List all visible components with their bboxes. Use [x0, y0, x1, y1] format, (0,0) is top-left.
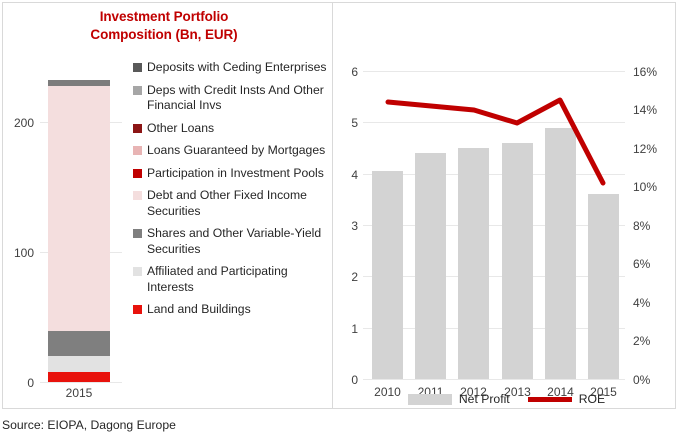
- legend-label: Shares and Other Variable-Yield Securiti…: [147, 226, 322, 256]
- y-left-tick-6: 6: [351, 65, 358, 79]
- legend-item-loans-guaranteed-by-mortgages[interactable]: Loans Guaranteed by Mortgages: [133, 143, 331, 159]
- bar-net-profit-2014[interactable]: [545, 128, 576, 379]
- legend-item-affiliated-and-participating-interests[interactable]: Affiliated and Participating Interests: [133, 264, 331, 295]
- bar-net-profit-2010[interactable]: [372, 171, 403, 379]
- legend-swatch-icon: [133, 267, 142, 276]
- gridline-2: [363, 276, 625, 277]
- legend-swatch-icon: [133, 63, 142, 72]
- y-right-tick-10: 10%: [633, 180, 658, 194]
- y-right-tick-12: 12%: [633, 142, 658, 156]
- legend-label: Land and Buildings: [147, 302, 251, 316]
- y-left-tick-2: 2: [351, 270, 358, 284]
- legend-bar-swatch-icon: [407, 393, 452, 405]
- legend-item-deposits-with-ceding-enterprises[interactable]: Deposits with Ceding Enterprises: [133, 60, 331, 76]
- legend-item-shares-and-other-variable-yield-securities[interactable]: Shares and Other Variable-Yield Securiti…: [133, 226, 331, 257]
- legend-label: ROE: [578, 392, 606, 406]
- legend-swatch-icon: [133, 168, 142, 178]
- bar-segment-affiliated-and-participating-interests[interactable]: [48, 356, 110, 372]
- legend-label: Deps with Credit Insts And Other Financi…: [147, 82, 324, 113]
- bar-net-profit-2011[interactable]: [415, 153, 446, 379]
- bar-net-profit-2012[interactable]: [458, 148, 489, 379]
- legend-item-participation-in-investment-pools[interactable]: Participation in Investment Pools: [133, 166, 331, 182]
- legend-item-land-and-buildings[interactable]: Land and Buildings: [133, 302, 331, 318]
- legend-swatch-icon: [133, 146, 142, 155]
- stacked-bar-2015[interactable]: [48, 80, 110, 382]
- legend-item-other-loans[interactable]: Other Loans: [133, 121, 331, 137]
- legend-swatch-icon: [133, 123, 142, 133]
- legend-item-roe[interactable]: ROE: [527, 392, 606, 406]
- gridline-0: [40, 382, 122, 383]
- investment-portfolio-chart: Investment Portfolio Composition (Bn, EU…: [0, 0, 332, 409]
- bar-net-profit-2015[interactable]: [588, 194, 619, 379]
- legend-item-deps-with-credit-insts[interactable]: Deps with Credit Insts And Other Financi…: [133, 83, 331, 114]
- x-tick-2012: 2012: [460, 385, 487, 399]
- left-chart-title: Investment Portfolio Composition (Bn, EU…: [14, 8, 314, 44]
- x-tick-2015: 2015: [65, 386, 93, 400]
- legend-line-swatch-icon: [527, 396, 572, 402]
- y-left-tick-5: 5: [351, 116, 358, 130]
- legend-swatch-icon: [133, 305, 142, 314]
- gridline-1: [363, 328, 625, 329]
- legend-swatch-icon: [133, 229, 142, 238]
- bar-segment-land-and-buildings[interactable]: [48, 372, 110, 382]
- bar-segment-shares-and-other-variable-yield-securities[interactable]: [48, 331, 110, 356]
- legend-swatch-icon: [133, 85, 142, 95]
- x-tick-2013: 2013: [504, 385, 531, 399]
- y-right-tick-6: 6%: [633, 257, 651, 271]
- legend-label: Loans Guaranteed by Mortgages: [147, 143, 326, 157]
- source-note: Source: EIOPA, Dagong Europe: [2, 418, 176, 432]
- right-chart-legend: Net Profit ROE: [333, 392, 680, 406]
- y-tick-200: 200: [13, 116, 34, 130]
- y-right-tick-0: 0%: [633, 373, 651, 387]
- legend-label: Other Loans: [147, 120, 215, 135]
- industry-net-profit-roe-chart: Industry Net Profit and ROE (Bn, EUR) 6 …: [333, 0, 680, 409]
- y-right-tick-4: 4%: [633, 296, 651, 310]
- legend-label: Debt and Other Fixed Income Securities: [147, 188, 307, 218]
- legend-swatch-icon: [133, 191, 142, 200]
- y-right-tick-2: 2%: [633, 334, 651, 348]
- legend-label: Affiliated and Participating Interests: [147, 264, 288, 294]
- left-chart-title-line2: Composition (Bn, EUR): [90, 27, 238, 42]
- legend-item-debt-and-other-fixed-income-securities[interactable]: Debt and Other Fixed Income Securities: [133, 188, 331, 219]
- x-tick-2014: 2014: [547, 385, 574, 399]
- gridline-5: [363, 122, 625, 123]
- y-right-tick-16: 16%: [633, 65, 658, 79]
- legend-label: Deposits with Ceding Enterprises: [147, 60, 327, 74]
- y-left-tick-4: 4: [351, 168, 358, 182]
- legend-item-net-profit[interactable]: Net Profit: [407, 392, 510, 406]
- y-tick-0: 0: [27, 376, 34, 390]
- y-left-tick-1: 1: [351, 322, 358, 336]
- bar-net-profit-2013[interactable]: [502, 143, 533, 379]
- bar-segment-debt-and-other-fixed-income-securities[interactable]: [48, 86, 110, 331]
- legend-label: Participation in Investment Pools: [147, 165, 324, 180]
- gridline-6: [363, 71, 625, 72]
- y-right-tick-14: 14%: [633, 103, 658, 117]
- gridline-3: [363, 225, 625, 226]
- panel-divider: [332, 2, 333, 409]
- bar-segment-deposits-with-ceding-enterprises[interactable]: [48, 80, 110, 86]
- y-right-tick-8: 8%: [633, 219, 651, 233]
- x-tick-2010: 2010: [374, 385, 401, 399]
- y-tick-100: 100: [13, 246, 34, 260]
- y-left-tick-0: 0: [351, 373, 358, 387]
- y-left-tick-3: 3: [351, 219, 358, 233]
- gridline-0: [363, 379, 625, 380]
- left-chart-legend: Deposits with Ceding Enterprises Deps wi…: [133, 60, 331, 325]
- left-chart-title-line1: Investment Portfolio: [99, 9, 229, 24]
- x-tick-2015: 2015: [590, 385, 617, 399]
- legend-label: Net Profit: [458, 392, 510, 406]
